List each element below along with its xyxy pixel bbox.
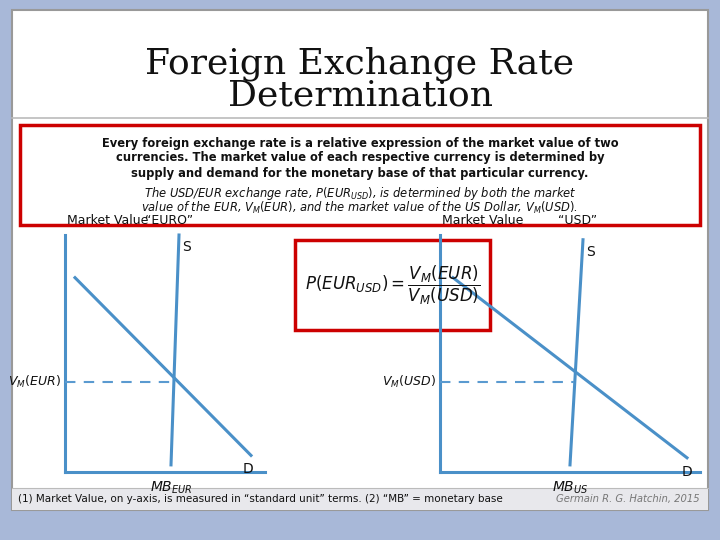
Text: D: D [682,465,693,479]
Text: Determination: Determination [228,78,492,112]
Text: Germain R. G. Hatchin, 2015: Germain R. G. Hatchin, 2015 [557,494,700,504]
Text: “USD”: “USD” [558,214,597,227]
Text: Foreign Exchange Rate: Foreign Exchange Rate [145,47,575,81]
Text: The USD/EUR exchange rate, $P(EUR_{USD})$, is determined by both the market: The USD/EUR exchange rate, $P(EUR_{USD})… [144,185,576,201]
Text: “EURO”: “EURO” [145,214,193,227]
Text: $P(EUR_{USD}) = \dfrac{V_M(EUR)}{V_M(USD)}$: $P(EUR_{USD}) = \dfrac{V_M(EUR)}{V_M(USD… [305,264,480,307]
Text: S: S [182,240,191,254]
Text: Market Value: Market Value [67,214,148,227]
Text: (1) Market Value, on y-axis, is measured in “standard unit” terms. (2) “MB” = mo: (1) Market Value, on y-axis, is measured… [18,494,503,504]
FancyBboxPatch shape [12,488,708,510]
Text: S: S [586,245,595,259]
Text: $V_M(EUR)$: $V_M(EUR)$ [8,374,61,390]
Text: value of the EUR, $V_M(EUR)$, and the market value of the US Dollar, $V_M(USD)$.: value of the EUR, $V_M(EUR)$, and the ma… [141,200,579,216]
Text: $MB_{US}$: $MB_{US}$ [552,480,588,496]
Text: $MB_{EUR}$: $MB_{EUR}$ [150,480,192,496]
Text: Market Value: Market Value [442,214,523,227]
FancyBboxPatch shape [20,125,700,225]
Text: currencies. The market value of each respective currency is determined by: currencies. The market value of each res… [116,152,604,165]
Text: D: D [243,462,253,476]
Text: $V_M(USD)$: $V_M(USD)$ [382,374,436,390]
Text: supply and demand for the monetary base of that particular currency.: supply and demand for the monetary base … [131,166,589,179]
Text: Every foreign exchange rate is a relative expression of the market value of two: Every foreign exchange rate is a relativ… [102,137,618,150]
FancyBboxPatch shape [295,240,490,330]
FancyBboxPatch shape [12,10,708,510]
